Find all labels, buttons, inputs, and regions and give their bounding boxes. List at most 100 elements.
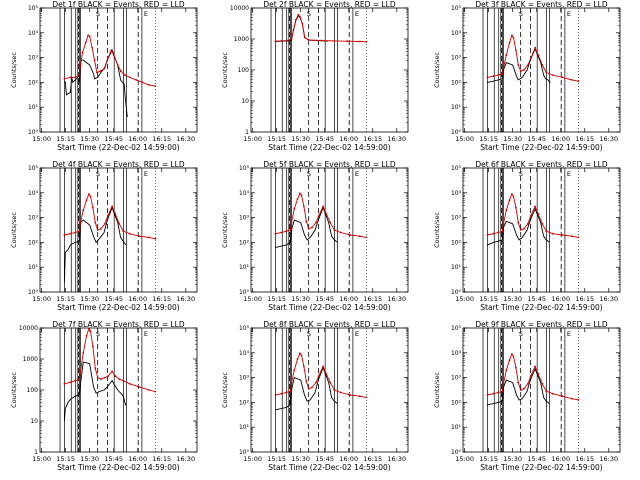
y-tick-label: 100 <box>27 387 39 394</box>
x-tick-label: 15:15 <box>479 135 498 143</box>
y-tick-label: 10¹ <box>239 264 250 271</box>
start-flag-label: S <box>307 330 311 338</box>
x-tick-label: 16:30 <box>599 455 618 463</box>
y-tick-label: 10⁵ <box>239 165 250 172</box>
events-series-line <box>487 367 550 406</box>
x-tick-label: 15:30 <box>80 455 99 463</box>
lld-data-point <box>577 236 580 239</box>
lld-data-point <box>497 231 500 234</box>
end-flag-label: E <box>144 330 148 338</box>
start-flag-label: S <box>307 10 311 18</box>
events-series-line <box>275 15 328 42</box>
panel-title: Det 4f BLACK = Events, RED = LLD <box>52 160 185 169</box>
start-flag-label: S <box>519 10 523 18</box>
lld-data-point <box>534 205 536 208</box>
events-series-line <box>275 206 338 248</box>
lld-data-point <box>135 79 138 81</box>
lld-data-point <box>359 40 361 43</box>
lld-data-point <box>299 192 301 195</box>
lld-data-point <box>577 399 580 401</box>
lld-data-point <box>315 221 317 224</box>
lld-data-point <box>141 81 144 84</box>
lld-data-point <box>561 234 564 236</box>
x-tick-label: 15:30 <box>291 135 310 143</box>
x-tick-label: 16:00 <box>339 135 358 143</box>
y-tick-label: 10¹ <box>239 424 250 431</box>
x-tick-label: 15:15 <box>56 295 75 303</box>
lld-data-point <box>517 381 520 384</box>
x-tick-label: 16:30 <box>176 455 195 463</box>
lld-data-point <box>106 59 109 61</box>
end-flag-label: E <box>567 330 571 338</box>
lld-data-point <box>512 195 515 198</box>
lld-data-point <box>299 352 301 355</box>
lld-data-point <box>110 49 113 52</box>
y-tick-label: 10² <box>28 79 39 86</box>
y-tick-label: 1 <box>34 449 38 456</box>
y-tick-label: 10⁴ <box>28 190 39 197</box>
lld-data-point <box>74 379 77 382</box>
lld-data-point <box>78 230 81 233</box>
y-tick-label: 10⁰ <box>28 129 39 136</box>
x-tick-label: 16:30 <box>387 455 406 463</box>
y-tick-label: 10⁰ <box>239 289 250 296</box>
lld-data-point <box>497 74 500 76</box>
x-tick-label: 16:00 <box>551 455 570 463</box>
lld-data-point <box>571 397 573 400</box>
y-tick-label: 10⁵ <box>451 5 462 12</box>
x-tick-label: 15:15 <box>56 135 75 143</box>
lld-data-point <box>349 394 352 396</box>
lld-data-point <box>148 84 150 86</box>
x-tick-label: 15:45 <box>315 135 334 143</box>
lld-data-point <box>571 79 573 81</box>
y-tick-label: 10⁵ <box>451 165 462 172</box>
events-series-line <box>64 49 128 118</box>
lld-data-point <box>280 40 283 42</box>
y-tick-label: 10⁵ <box>28 5 39 12</box>
lld-data-point <box>318 374 320 376</box>
x-tick-label: 15:00 <box>32 455 51 463</box>
y-tick-label: 10 <box>241 98 249 105</box>
panel-title: Det 7f BLACK = Events, RED = LLD <box>52 320 185 329</box>
x-tick-label: 16:30 <box>599 135 618 143</box>
lld-data-point <box>515 366 517 369</box>
y-tick-label: 10⁰ <box>239 449 250 456</box>
y-tick-label: 10⁰ <box>451 289 462 296</box>
lld-data-point <box>88 328 90 330</box>
lld-data-point <box>69 76 72 79</box>
y-tick-label: 10³ <box>28 215 39 222</box>
lld-data-point <box>300 194 303 197</box>
end-flag-label: E <box>567 10 571 18</box>
lld-data-point <box>138 386 141 388</box>
y-tick-label: 10³ <box>451 215 462 222</box>
lld-data-point <box>511 34 513 37</box>
x-axis-label: Start Time (22-Dec-02 14:59:00) <box>57 303 179 312</box>
lld-data-point <box>94 221 97 224</box>
lld-data-point <box>339 231 342 234</box>
lld-data-point <box>359 235 361 238</box>
lld-data-point <box>122 230 125 233</box>
lld-data-point <box>99 70 101 73</box>
lld-data-point <box>497 391 500 394</box>
y-axis-label: Counts/sec <box>433 52 441 88</box>
lld-data-point <box>138 235 141 238</box>
lld-data-point <box>280 231 283 234</box>
x-tick-label: 16:00 <box>128 455 147 463</box>
lld-data-point <box>511 353 513 355</box>
lld-data-point <box>81 51 84 54</box>
y-tick-label: 10³ <box>451 375 462 382</box>
lld-data-point <box>523 227 525 230</box>
lld-data-point <box>333 389 336 391</box>
lld-data-point <box>92 345 94 348</box>
y-tick-label: 10⁴ <box>239 350 250 357</box>
y-tick-label: 10³ <box>239 215 250 222</box>
lld-data-point <box>285 391 288 394</box>
lld-data-point <box>69 232 72 235</box>
lld-data-point <box>318 214 320 217</box>
lld-data-point <box>107 214 109 217</box>
start-flag-label: S <box>96 10 100 18</box>
lld-data-point <box>124 74 126 76</box>
lld-data-point <box>293 208 296 210</box>
